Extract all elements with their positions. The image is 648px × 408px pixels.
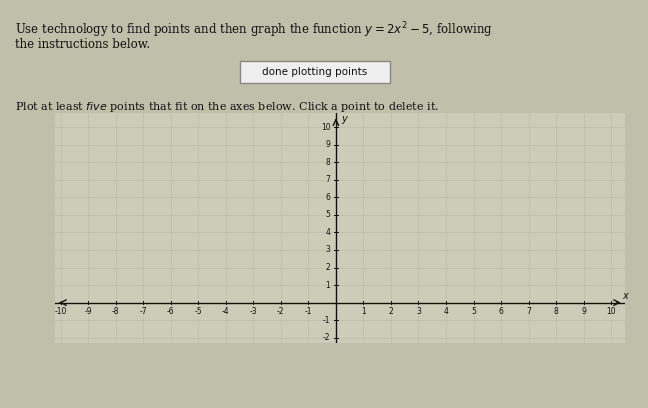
Text: 8: 8 <box>554 307 559 316</box>
Text: 3: 3 <box>325 246 330 255</box>
Text: 3: 3 <box>416 307 421 316</box>
Text: 10: 10 <box>321 122 330 131</box>
Text: -10: -10 <box>54 307 67 316</box>
Text: -2: -2 <box>277 307 284 316</box>
Text: -8: -8 <box>112 307 119 316</box>
Text: 10: 10 <box>607 307 616 316</box>
Text: 4: 4 <box>325 228 330 237</box>
Text: 7: 7 <box>526 307 531 316</box>
Text: the instructions below.: the instructions below. <box>15 38 150 51</box>
Text: 5: 5 <box>471 307 476 316</box>
Text: 2: 2 <box>325 263 330 272</box>
Text: 4: 4 <box>444 307 448 316</box>
Text: x: x <box>622 290 628 301</box>
Text: Use technology to find points and then graph the function $y = 2x^2 - 5$, follow: Use technology to find points and then g… <box>15 20 492 40</box>
Text: done plotting points: done plotting points <box>262 67 367 77</box>
Text: 6: 6 <box>325 193 330 202</box>
Text: -7: -7 <box>139 307 147 316</box>
Text: 7: 7 <box>325 175 330 184</box>
Text: -3: -3 <box>249 307 257 316</box>
Text: 9: 9 <box>325 140 330 149</box>
Text: 6: 6 <box>499 307 503 316</box>
Text: -1: -1 <box>305 307 312 316</box>
Text: -2: -2 <box>323 333 330 342</box>
Text: 2: 2 <box>389 307 393 316</box>
Text: -1: -1 <box>323 316 330 325</box>
Text: 8: 8 <box>325 157 330 166</box>
Text: Plot at least $\mathit{five}$ points that fit on the axes below. Click a point t: Plot at least $\mathit{five}$ points tha… <box>15 100 439 114</box>
Text: y: y <box>341 114 347 124</box>
Text: -6: -6 <box>167 307 174 316</box>
Text: 1: 1 <box>361 307 365 316</box>
Text: 9: 9 <box>581 307 586 316</box>
Text: 5: 5 <box>325 211 330 220</box>
Text: 1: 1 <box>325 281 330 290</box>
Text: -5: -5 <box>194 307 202 316</box>
Text: -4: -4 <box>222 307 229 316</box>
Text: -9: -9 <box>84 307 92 316</box>
FancyBboxPatch shape <box>240 61 390 83</box>
